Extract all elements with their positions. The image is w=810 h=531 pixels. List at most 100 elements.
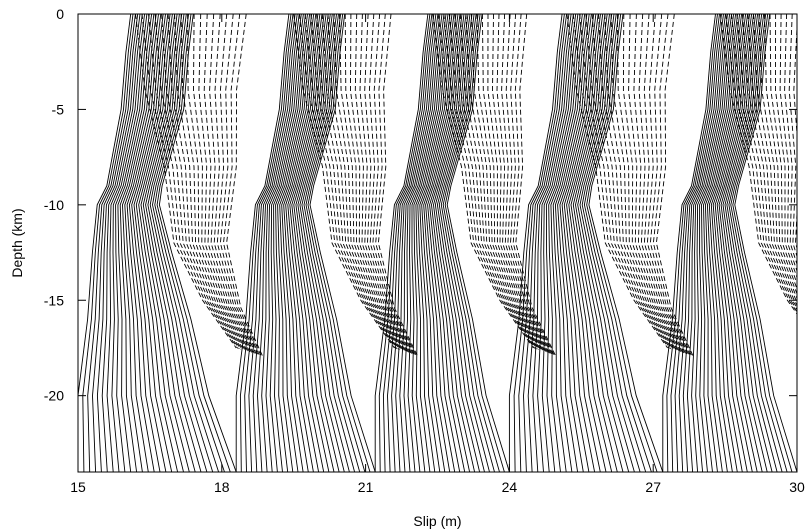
- dashed-slip-contour: [161, 14, 243, 351]
- solid-slip-contour: [152, 14, 220, 472]
- solid-slip-contour: [566, 14, 607, 472]
- solid-slip-contour: [145, 14, 202, 472]
- solid-slip-contour: [149, 14, 214, 472]
- solid-slip-contour: [382, 14, 433, 472]
- dashed-slip-contour: [437, 14, 536, 349]
- x-tick-label: 15: [70, 479, 86, 495]
- solid-slip-contour: [133, 14, 173, 472]
- solid-slip-contour: [87, 14, 136, 472]
- solid-slip-contour: [252, 14, 298, 472]
- solid-slip-contour: [156, 14, 231, 472]
- solid-slip-contour: [301, 14, 356, 472]
- dashed-slip-contour: [148, 14, 240, 350]
- solid-slip-contour: [718, 14, 758, 472]
- solid-slip-contour: [277, 14, 313, 472]
- solid-slip-contour: [527, 14, 572, 472]
- dashed-slip-contour: [736, 14, 797, 309]
- solid-slip-contour: [682, 14, 726, 472]
- solid-slip-contour: [714, 14, 751, 472]
- solid-slip-contour: [442, 14, 500, 472]
- dashed-slip-contour: [432, 14, 534, 349]
- solid-slip-contour: [158, 14, 237, 472]
- solid-slip-contour: [415, 14, 451, 472]
- solid-slip-contour: [726, 14, 778, 472]
- solid-slip-contour: [423, 14, 459, 472]
- solid-slip-contour: [419, 14, 455, 472]
- dashed-slip-contour: [364, 14, 413, 355]
- solid-slip-contour: [691, 14, 731, 472]
- solid-slip-contour: [96, 14, 141, 472]
- solid-slip-contour: [248, 14, 296, 472]
- dashed-slip-contour: [501, 14, 551, 355]
- solid-slip-contour: [275, 14, 311, 472]
- solid-slip-contour: [446, 14, 510, 472]
- dashed-slip-contour: [465, 14, 542, 351]
- solid-slip-contour: [261, 14, 302, 472]
- y-tick-label: -5: [52, 101, 65, 117]
- solid-slip-contour: [537, 14, 577, 472]
- dashed-slip-contour: [333, 14, 405, 352]
- y-tick-label: -15: [44, 292, 64, 308]
- dashed-slip-contour: [293, 14, 395, 349]
- solid-slip-contour: [695, 14, 733, 472]
- solid-slip-contour: [289, 14, 325, 472]
- solid-slip-contour: [666, 14, 718, 472]
- solid-slip-contour: [106, 14, 146, 472]
- plot-lines: [78, 14, 797, 472]
- dashed-slip-contour: [655, 14, 694, 356]
- dashed-slip-contour: [646, 14, 689, 355]
- dashed-slip-contour: [344, 14, 407, 353]
- solid-slip-contour: [387, 14, 435, 472]
- solid-slip-contour: [703, 14, 739, 472]
- dashed-slip-contour: [515, 14, 556, 356]
- dashed-slip-contour: [598, 14, 676, 351]
- solid-slip-contour: [374, 14, 429, 472]
- dashed-slip-contour: [753, 14, 797, 300]
- solid-slip-contour: [548, 14, 583, 472]
- solid-slip-contour: [140, 14, 190, 472]
- solid-slip-contour: [285, 14, 321, 472]
- solid-slip-contour: [559, 14, 595, 472]
- dashed-slip-contour: [643, 14, 688, 355]
- y-axis-title: Depth (km): [9, 208, 25, 277]
- solid-slip-contour: [728, 14, 783, 472]
- solid-slip-contour: [399, 14, 441, 472]
- solid-slip-contour: [552, 14, 588, 472]
- solid-slip-contour: [119, 14, 155, 472]
- solid-slip-contour: [579, 14, 641, 472]
- solid-slip-contour: [720, 14, 763, 472]
- dashed-slip-contour: [719, 14, 797, 315]
- dashed-slip-contour: [135, 14, 237, 349]
- dashed-slip-contour: [725, 14, 797, 313]
- solid-slip-contour: [295, 14, 340, 472]
- x-tick-label: 18: [214, 479, 230, 495]
- solid-slip-contour: [403, 14, 443, 472]
- solid-slip-contour: [407, 14, 445, 472]
- dashed-slip-contour: [454, 14, 539, 351]
- dashed-slip-contour: [219, 14, 260, 355]
- y-tick-label: 0: [56, 6, 64, 22]
- solid-slip-contour: [239, 14, 292, 472]
- dashed-slip-contour: [216, 14, 259, 355]
- solid-slip-contour: [378, 14, 431, 472]
- x-tick-label: 24: [502, 479, 518, 495]
- plot-frame: [77, 13, 798, 473]
- solid-slip-contour: [429, 14, 466, 472]
- solid-slip-contour: [299, 14, 350, 472]
- x-axis-ticks: 15 18 21 24 27 30: [70, 14, 805, 495]
- dashed-slip-contour: [154, 14, 242, 350]
- solid-slip-contour: [307, 14, 371, 472]
- solid-slip-contour: [712, 14, 749, 472]
- solid-slip-contour: [244, 14, 294, 472]
- solid-slip-contour: [513, 14, 565, 472]
- dashed-slip-contour: [359, 14, 411, 354]
- solid-slip-contour: [674, 14, 722, 472]
- solid-slip-contour: [570, 14, 618, 472]
- dashed-slip-contour: [741, 14, 797, 306]
- solid-slip-contour: [686, 14, 728, 472]
- solid-slip-contour: [678, 14, 724, 472]
- solid-slip-contour: [101, 14, 143, 472]
- solid-slip-contour: [662, 14, 716, 472]
- solid-slip-contour: [710, 14, 747, 472]
- solid-slip-contour: [309, 14, 376, 472]
